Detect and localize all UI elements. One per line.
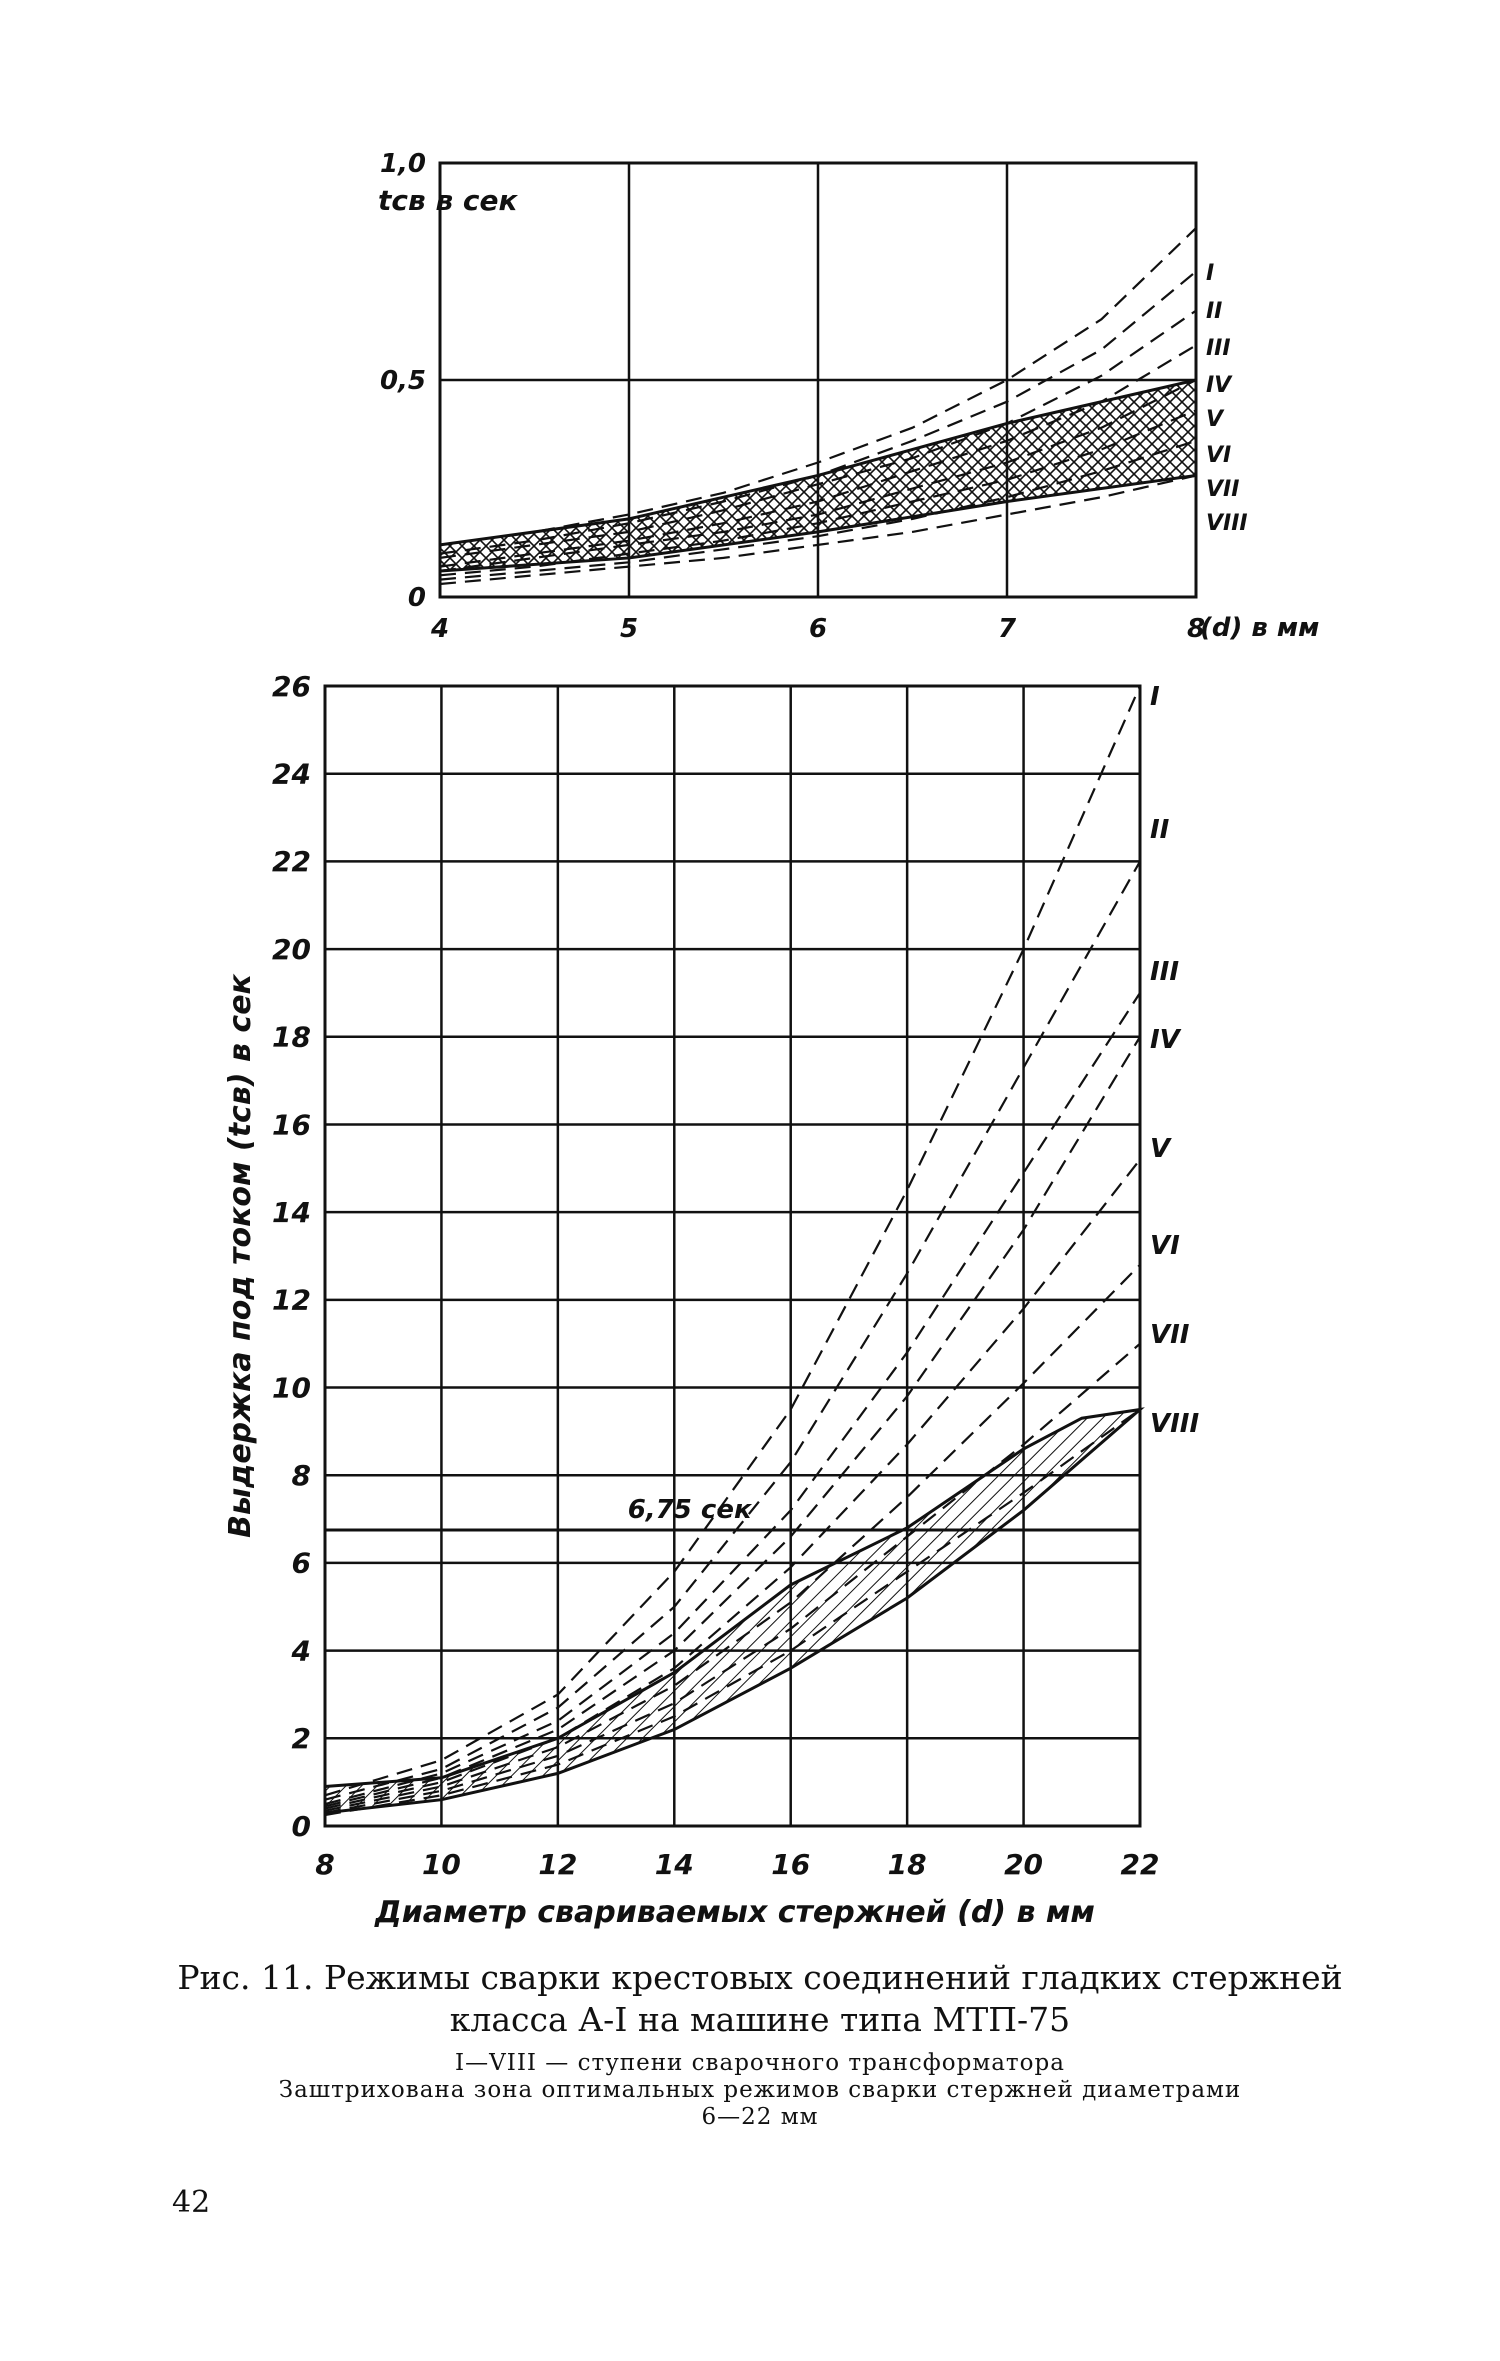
bottom-x-tick-label: 12 — [538, 1848, 577, 1881]
bottom-x-tick-label: 8 — [315, 1848, 334, 1881]
top-series-label-I: I — [1206, 261, 1214, 286]
top-series-II — [439, 270, 1197, 555]
caption-line-1: Рис. 11. Режимы сварки крестовых соедине… — [177, 1958, 1343, 1997]
bottom-series-label-I: I — [1150, 682, 1160, 712]
top-y-axis-title: tсв в сек — [378, 184, 519, 217]
caption-line-2: класса А-I на машине типа МТП-75 — [449, 2000, 1071, 2039]
top-series-label-II: II — [1206, 299, 1222, 324]
bottom-series-IV — [324, 1036, 1141, 1808]
top-x-tick-label: 6 — [809, 614, 827, 644]
bottom-series-III — [324, 992, 1141, 1806]
bottom-series-VII — [324, 1342, 1141, 1814]
top-series-V — [439, 379, 1197, 573]
bottom-y-tick-label: 20 — [272, 933, 311, 966]
bottom-series-label-VIII: VIII — [1150, 1409, 1199, 1439]
bottom-series-label-II: II — [1150, 815, 1170, 845]
top-x-axis-title: (d) в мм — [1200, 613, 1319, 643]
top-x-tick-label: 4 — [430, 614, 449, 644]
top-series-III — [439, 309, 1197, 559]
top-series-label-VI: VI — [1206, 443, 1231, 468]
bottom-annotation-label: 6,75 сек — [628, 1495, 753, 1525]
top-series-label-V: V — [1206, 407, 1225, 432]
bottom-series-label-VII: VII — [1150, 1320, 1190, 1350]
bottom-y-tick-label: 6 — [292, 1547, 311, 1580]
legend-line: I—VIII — ступени сварочного трансформато… — [455, 2050, 1065, 2076]
top-series-VI — [439, 409, 1197, 577]
bottom-x-tick-label: 14 — [655, 1848, 694, 1881]
bottom-series-V — [324, 1158, 1141, 1810]
note-line-1: Заштрихована зона оптимальных режимов св… — [278, 2077, 1242, 2103]
top-series-IV — [439, 344, 1197, 568]
top-series-label-IV: IV — [1206, 373, 1233, 398]
bottom-series-VI — [324, 1264, 1141, 1812]
bottom-y-tick-label: 8 — [292, 1459, 311, 1492]
bottom-series-label-VI: VI — [1150, 1231, 1180, 1261]
bottom-y-tick-label: 16 — [272, 1108, 311, 1141]
bottom-y-tick-label: 0 — [292, 1810, 311, 1843]
top-x-tick-label: 5 — [620, 614, 638, 644]
bottom-series-label-V: V — [1150, 1134, 1172, 1164]
bottom-series-VIII — [324, 1408, 1141, 1817]
bottom-y-tick-label: 18 — [272, 1021, 311, 1054]
bottom-y-tick-label: 26 — [272, 670, 311, 703]
page-number: 42 — [172, 2185, 211, 2220]
bottom-y-tick-label: 12 — [272, 1284, 311, 1317]
bottom-series-label-IV: IV — [1150, 1025, 1182, 1055]
bottom-y-tick-label: 2 — [292, 1722, 311, 1755]
bottom-optimal-zone — [323, 1407, 1145, 1815]
top-series-VIII — [439, 474, 1197, 586]
bottom-series-label-III: III — [1150, 957, 1179, 987]
top-series-VII — [439, 439, 1197, 581]
figure-notes: I—VIII — ступени сварочного трансформато… — [160, 2050, 1360, 2131]
note-line-2: 6—22 мм — [701, 2104, 819, 2130]
bottom-y-tick-label: 14 — [272, 1196, 311, 1229]
bottom-y-tick-label: 4 — [291, 1634, 311, 1667]
bottom-x-tick-label: 18 — [888, 1848, 927, 1881]
top-series-I — [439, 227, 1197, 546]
top-y-tick-label: 0,5 — [380, 366, 426, 396]
bottom-y-tick-label: 10 — [272, 1371, 311, 1404]
bottom-x-tick-label: 22 — [1121, 1848, 1160, 1881]
bottom-x-tick-label: 20 — [1004, 1848, 1043, 1881]
top-y-tick-label: 1,0 — [380, 149, 426, 179]
figure-caption: Рис. 11. Режимы сварки крестовых соедине… — [160, 1957, 1360, 2041]
top-x-tick-label: 8 — [1187, 614, 1205, 644]
bottom-series-II — [324, 860, 1141, 1801]
bottom-x-tick-label: 10 — [422, 1848, 461, 1881]
bottom-x-tick-label: 16 — [771, 1848, 810, 1881]
bottom-y-tick-label: 24 — [272, 757, 311, 790]
top-series-label-VII: VII — [1206, 477, 1239, 502]
top-series-label-III: III — [1206, 336, 1231, 361]
bottom-y-axis-title: Выдержка под током (tсв) в сек — [223, 973, 258, 1537]
top-series-label-VIII: VIII — [1206, 511, 1248, 536]
bottom-x-axis-title: Диаметр свариваемых стержней (d) в мм — [374, 1895, 1095, 1930]
top-x-tick-label: 7 — [998, 614, 1017, 644]
top-y-tick-label: 0 — [408, 583, 426, 613]
bottom-y-tick-label: 22 — [272, 845, 311, 878]
